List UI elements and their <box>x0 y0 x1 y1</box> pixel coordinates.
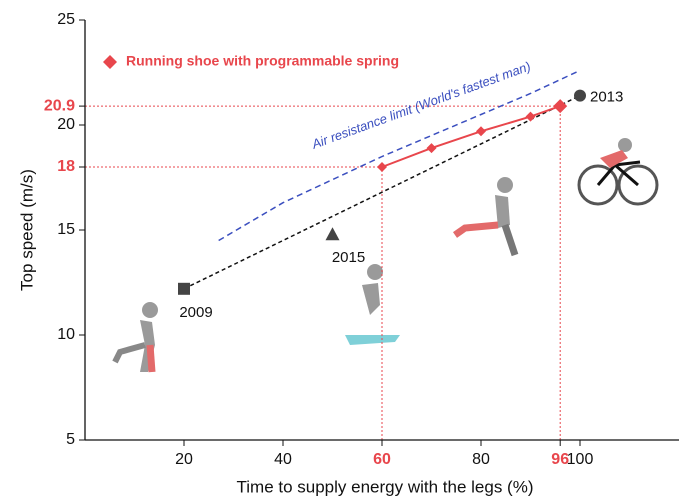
x-tick-label: 20 <box>175 451 193 468</box>
runner-leg-red <box>150 345 152 372</box>
limit-label: Air resistance limit (World's fastest ma… <box>309 58 533 152</box>
x-axis-title: Time to supply energy with the legs (%) <box>237 477 534 496</box>
point-label: 2009 <box>179 304 212 321</box>
point-label: 2013 <box>590 89 623 106</box>
legend-label: Running shoe with programmable spring <box>126 53 399 69</box>
marker <box>526 112 536 122</box>
illustrations <box>115 138 657 372</box>
ice <box>345 335 400 345</box>
point <box>326 227 340 240</box>
x-tick-label: 80 <box>472 451 490 468</box>
marker <box>377 162 387 172</box>
x-tick-label: 96 <box>551 451 569 468</box>
y-axis-title: Top speed (m/s) <box>17 169 36 291</box>
point <box>574 90 586 102</box>
x-tick-label: 40 <box>274 451 292 468</box>
x-tick-label: 60 <box>373 451 391 468</box>
y-tick-label: 15 <box>57 221 75 238</box>
runner-head <box>142 302 158 318</box>
y-tick-label: 5 <box>66 431 75 448</box>
marker <box>553 99 567 113</box>
y-tick-label: 20 <box>57 116 75 133</box>
marker <box>427 143 437 153</box>
limit-curve <box>219 70 580 240</box>
legend-marker <box>103 55 117 69</box>
walker-leg2 <box>505 225 515 255</box>
point-label: 2015 <box>332 249 365 266</box>
cyclist-head <box>618 138 632 152</box>
walker-leg <box>455 225 498 235</box>
runner-leg <box>115 345 145 362</box>
y-tick-label: 18 <box>57 158 75 175</box>
y-tick-label: 20.9 <box>44 97 75 114</box>
x-tick-label: 100 <box>567 451 594 468</box>
walker-head <box>497 177 513 193</box>
y-tick-label: 10 <box>57 326 75 343</box>
y-tick-label: 25 <box>57 11 75 28</box>
point <box>178 283 190 295</box>
chart: Top speed (m/s) Time to supply energy wi… <box>0 0 684 499</box>
marker <box>476 126 486 136</box>
skater-head <box>367 264 383 280</box>
skater-body <box>362 283 380 315</box>
